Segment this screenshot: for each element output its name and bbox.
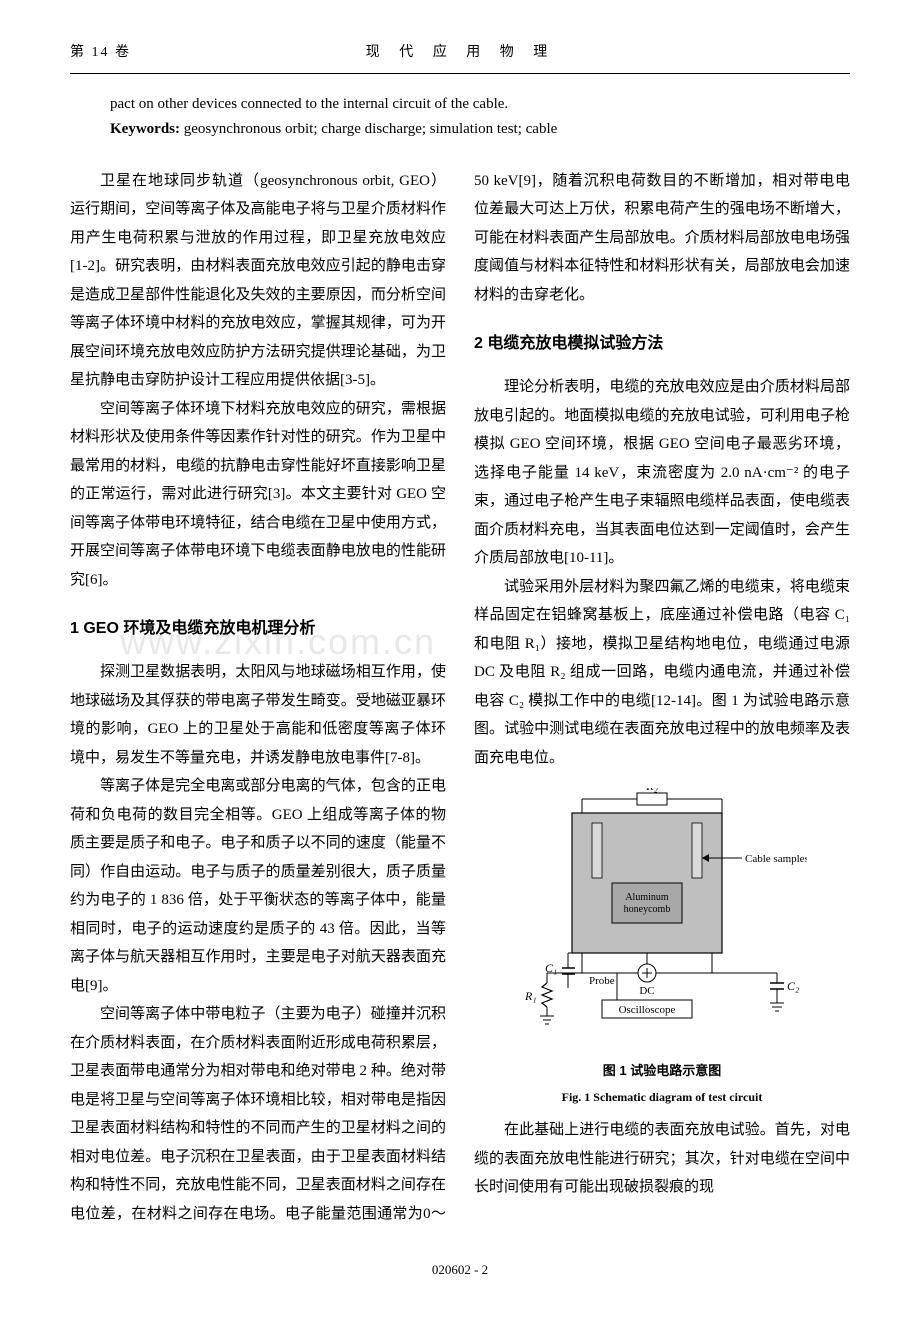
circuit-diagram: Aluminum honeycomb R₂ Cable samples [517, 788, 807, 1038]
c1-label: C₁ [545, 961, 557, 975]
section-heading-2: 2 电缆充放电模拟试验方法 [474, 329, 850, 359]
header-spacer [790, 40, 850, 67]
paragraph: 空间等离子体环境下材料充放电效应的研究，需根据材料形状及使用条件等因素作针对性的… [70, 395, 446, 595]
r2-label: R₂ [645, 788, 658, 793]
figure-caption-cn: 图 1 试验电路示意图 [474, 1059, 850, 1084]
cable-label: Cable samples [745, 853, 807, 865]
paragraph: 探测卫星数据表明，太阳风与地球磁场相互作用，使地球磁场及其俘获的带电离子带发生畸… [70, 658, 446, 772]
r1-label: R₁ [524, 989, 537, 1003]
abstract-tail: pact on other devices connected to the i… [110, 92, 830, 118]
dc-label: DC [639, 985, 654, 997]
figure-1: Aluminum honeycomb R₂ Cable samples [474, 788, 850, 1108]
keywords-label: Keywords: [110, 121, 180, 137]
aluminum-box [612, 883, 682, 923]
header-journal: 现 代 应 用 物 理 [366, 40, 556, 67]
watermark-region: www.zixin.com.cn 1 GEO 环境及电缆充放电机理分析 [70, 614, 446, 644]
aluminum-label2: honeycomb [624, 904, 671, 915]
c2-label: C₂ [787, 979, 799, 993]
body-columns: 卫星在地球同步轨道（geosynchronous orbit, GEO）运行期间… [70, 167, 850, 1229]
keywords-text: geosynchronous orbit; charge discharge; … [180, 121, 557, 137]
page-header: 第 14 卷 现 代 应 用 物 理 [70, 40, 850, 74]
paragraph: 在此基础上进行电缆的表面充放电试验。首先，对电缆的表面充放电性能进行研究；其次，… [474, 1116, 850, 1202]
paragraph: 试验采用外层材料为聚四氟乙烯的电缆束，将电缆束样品固定在铝蜂窝基板上，底座通过补… [474, 573, 850, 773]
figure-caption-en: Fig. 1 Schematic diagram of test circuit [474, 1086, 850, 1109]
r2-box [637, 793, 667, 805]
paragraph: 理论分析表明，电缆的充放电效应是由介质材料局部放电引起的。地面模拟电缆的充放电试… [474, 373, 850, 573]
paragraph: 等离子体是完全电离或部分电离的气体，包含的正电荷和负电荷的数目完全相等。GEO … [70, 772, 446, 1000]
section-heading-1: 1 GEO 环境及电缆充放电机理分析 [70, 614, 446, 644]
probe-label: Probe [589, 975, 615, 987]
paragraph: 卫星在地球同步轨道（geosynchronous orbit, GEO）运行期间… [70, 167, 446, 395]
page-number: 020602 - 2 [70, 1258, 850, 1283]
keywords-line: Keywords: geosynchronous orbit; charge d… [110, 117, 830, 143]
abstract-block: pact on other devices connected to the i… [70, 92, 850, 143]
header-volume: 第 14 卷 [70, 40, 131, 67]
aluminum-label1: Aluminum [625, 892, 669, 903]
osc-label: Oscilloscope [619, 1004, 676, 1016]
